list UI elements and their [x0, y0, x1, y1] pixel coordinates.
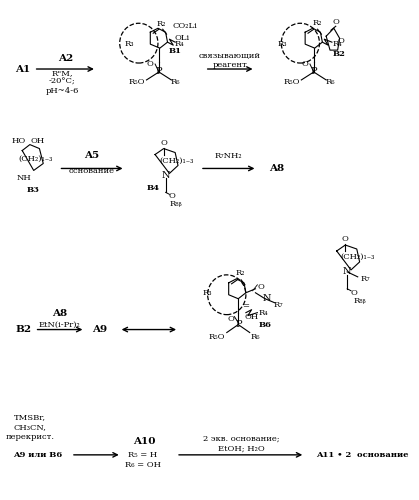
Text: A9: A9 — [92, 325, 107, 334]
Text: (CH₂)₁₋₃: (CH₂)₁₋₃ — [18, 154, 53, 162]
Text: O: O — [302, 60, 308, 68]
Text: (CH₂)₁₋₃: (CH₂)₁₋₃ — [159, 156, 193, 164]
Text: P: P — [155, 68, 162, 76]
Text: B3: B3 — [26, 186, 39, 194]
Text: O: O — [332, 18, 339, 26]
Text: O: O — [227, 314, 234, 322]
Text: R₅O: R₅O — [284, 78, 300, 86]
Text: B6: B6 — [259, 320, 272, 328]
Text: CO₂Li: CO₂Li — [172, 22, 197, 30]
Text: связывающий: связывающий — [199, 52, 261, 60]
Text: O: O — [350, 289, 357, 297]
Text: B2: B2 — [15, 325, 31, 334]
Text: EtOH; H₂O: EtOH; H₂O — [218, 445, 264, 453]
Text: A10: A10 — [133, 438, 156, 446]
Text: =: = — [242, 302, 249, 310]
Text: R₈ᵦ: R₈ᵦ — [170, 200, 183, 208]
Text: R₂: R₂ — [313, 20, 322, 28]
Text: R₆: R₆ — [171, 78, 180, 86]
Text: -20°C;: -20°C; — [49, 78, 76, 86]
Text: R₅ = H: R₅ = H — [128, 451, 157, 459]
Text: CH₃CN,: CH₃CN, — [13, 423, 47, 431]
Text: R₈ᵦ: R₈ᵦ — [353, 296, 366, 304]
Text: P: P — [235, 320, 241, 329]
Text: R₆ = OH: R₆ = OH — [125, 461, 160, 469]
Text: 2 экв. основание;: 2 экв. основание; — [203, 435, 279, 443]
Text: N: N — [161, 171, 170, 180]
Text: A8: A8 — [269, 164, 284, 173]
Text: (CH₂)₁₋₃: (CH₂)₁₋₃ — [341, 253, 375, 261]
Text: R₅O: R₅O — [209, 332, 225, 340]
Text: TMSBr,: TMSBr, — [14, 413, 46, 421]
Text: O: O — [169, 192, 176, 200]
Text: A11 • 2  основание: A11 • 2 основание — [316, 451, 409, 459]
Text: OH: OH — [245, 312, 259, 320]
Text: N: N — [263, 294, 271, 303]
Text: основание: основание — [69, 168, 115, 175]
Text: B1: B1 — [169, 47, 182, 55]
Text: перекрист.: перекрист. — [5, 433, 54, 441]
Text: A9 или B6: A9 или B6 — [13, 451, 62, 459]
Text: R₇: R₇ — [361, 275, 370, 283]
Text: R₅O: R₅O — [129, 78, 145, 86]
Text: R₄: R₄ — [258, 308, 268, 316]
Text: A5: A5 — [85, 151, 100, 160]
Text: O: O — [258, 283, 265, 291]
Text: P: P — [310, 68, 317, 76]
Text: O: O — [160, 138, 167, 146]
Text: O: O — [337, 37, 344, 45]
Text: R₇NH₂: R₇NH₂ — [215, 152, 243, 160]
Text: R₄: R₄ — [333, 40, 342, 48]
Text: R"M,: R"M, — [52, 69, 73, 77]
Text: R₃: R₃ — [124, 40, 134, 48]
Text: OH: OH — [31, 136, 45, 144]
Text: R₂: R₂ — [235, 269, 245, 277]
Text: O: O — [147, 60, 154, 68]
Text: R₃: R₃ — [203, 289, 212, 297]
Text: R₆: R₆ — [325, 78, 335, 86]
Text: OLi: OLi — [174, 34, 189, 42]
Text: EtN(i-Pr)₂: EtN(i-Pr)₂ — [39, 320, 80, 328]
Text: R₄: R₄ — [174, 40, 184, 48]
Text: pH~4-6: pH~4-6 — [46, 87, 79, 95]
Text: B4: B4 — [147, 184, 160, 192]
Text: A1: A1 — [15, 64, 30, 74]
Text: R₇: R₇ — [274, 300, 283, 308]
Text: R₆: R₆ — [251, 332, 260, 340]
Text: N: N — [343, 268, 352, 276]
Text: O: O — [342, 235, 349, 243]
Text: реагент: реагент — [212, 61, 247, 69]
Text: A2: A2 — [57, 54, 73, 62]
Text: R₃: R₃ — [277, 40, 287, 48]
Text: R₂: R₂ — [157, 20, 166, 28]
Text: A8: A8 — [52, 309, 67, 318]
Text: NH: NH — [17, 174, 31, 182]
Text: B2: B2 — [333, 50, 346, 58]
Text: HO: HO — [11, 136, 26, 144]
